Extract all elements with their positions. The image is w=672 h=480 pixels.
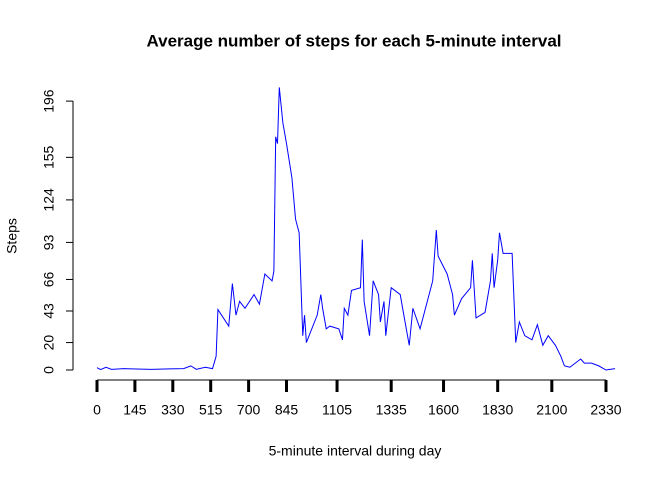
x-tick-label: 2100	[536, 402, 567, 418]
x-tick-label: 0	[93, 402, 101, 418]
x-tick-label: 330	[161, 402, 185, 418]
x-tick-label: 1600	[428, 402, 459, 418]
y-tick-label: 66	[41, 271, 57, 287]
chart-title: Average number of steps for each 5-minut…	[146, 31, 561, 50]
x-tick-label: 1105	[322, 402, 352, 418]
y-tick-label: 124	[41, 188, 57, 212]
x-tick-label: 2330	[590, 402, 621, 418]
y-tick-label: 0	[41, 366, 57, 374]
x-tick-label: 700	[237, 402, 261, 418]
x-tick-label: 1335	[376, 402, 407, 418]
x-tick-label: 845	[275, 402, 299, 418]
y-tick-label: 93	[41, 234, 57, 250]
y-tick-label: 155	[41, 145, 57, 169]
x-tick-label: 145	[123, 402, 147, 418]
y-tick-label: 196	[41, 89, 57, 113]
y-axis-label: Steps	[4, 218, 20, 254]
data-line	[96, 87, 616, 371]
x-tick-label: 1830	[482, 402, 513, 418]
y-tick-label: 20	[41, 335, 57, 351]
y-tick-label: 43	[41, 303, 57, 319]
x-tick-label: 515	[199, 402, 223, 418]
x-axis-label: 5-minute interval during day	[269, 443, 442, 459]
